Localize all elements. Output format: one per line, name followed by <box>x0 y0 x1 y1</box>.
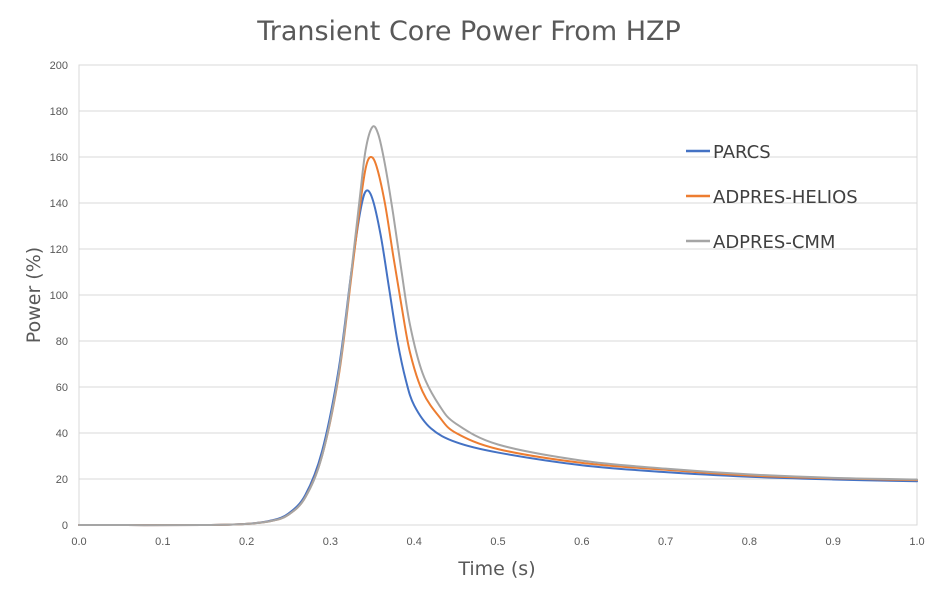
legend-label-parcs: PARCS <box>713 142 771 163</box>
x-tick-labels: 0.0 0.1 0.2 0.3 0.4 0.5 0.6 0.7 0.8 0.9 1.0 <box>71 536 924 548</box>
x-tick-label: 0.2 <box>239 536 254 548</box>
x-tick-label: 0.5 <box>490 536 505 548</box>
series-line-adpres-cmm <box>78 125 918 527</box>
y-tick-label: 120 <box>50 244 68 256</box>
x-tick-label: 0.6 <box>574 536 589 548</box>
series-lines <box>78 125 918 527</box>
x-tick-label: 0.8 <box>742 536 757 548</box>
chart-title: Transient Core Power From HZP <box>256 16 681 47</box>
y-tick-label: 0 <box>62 520 68 532</box>
x-tick-label: 1.0 <box>909 536 924 548</box>
y-axis-title: Power (%) <box>23 247 45 343</box>
plot-area-border <box>78 64 918 526</box>
x-axis-title: Time (s) <box>457 558 535 580</box>
gridlines <box>79 64 917 526</box>
y-tick-label: 140 <box>50 198 68 210</box>
legend-label-adpres-cmm: ADPRES-CMM <box>713 232 835 253</box>
y-tick-label: 40 <box>56 428 68 440</box>
x-tick-label: 0.1 <box>155 536 170 548</box>
x-tick-label: 0.4 <box>407 536 422 548</box>
legend-label-adpres-helios: ADPRES-HELIOS <box>713 187 858 208</box>
legend: PARCS ADPRES-HELIOS ADPRES-CMM <box>686 142 858 253</box>
y-tick-label: 200 <box>50 60 68 72</box>
y-tick-label: 100 <box>50 290 68 302</box>
y-tick-label: 80 <box>56 336 68 348</box>
x-tick-label: 0.9 <box>826 536 841 548</box>
y-tick-label: 160 <box>50 152 68 164</box>
x-tick-label: 0.3 <box>323 536 338 548</box>
y-tick-label: 60 <box>56 382 68 394</box>
y-tick-labels: 0 20 40 60 80 100 120 140 160 180 200 <box>50 60 68 532</box>
x-tick-label: 0.7 <box>658 536 673 548</box>
y-tick-label: 20 <box>56 474 68 486</box>
x-tick-label: 0.0 <box>71 536 86 548</box>
y-tick-label: 180 <box>50 106 68 118</box>
